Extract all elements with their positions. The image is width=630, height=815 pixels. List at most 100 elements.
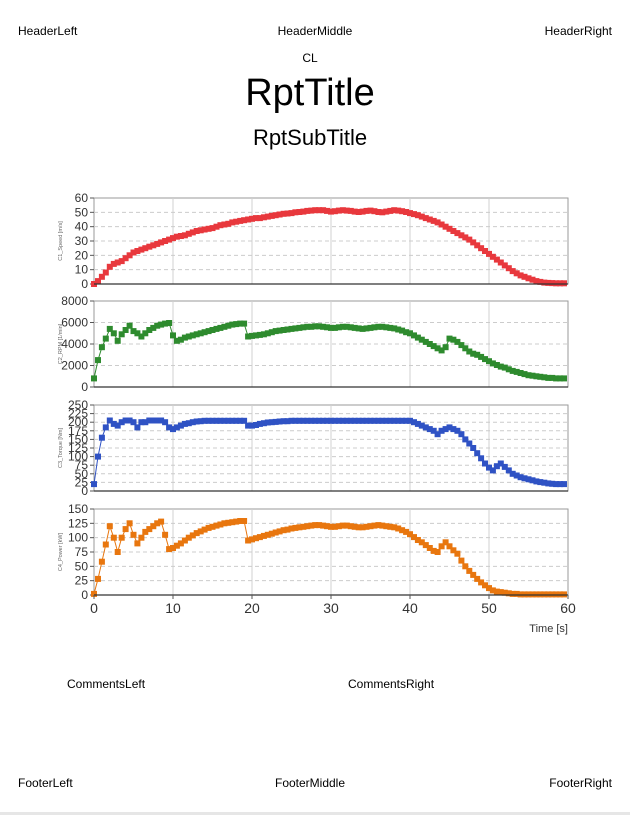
data-point	[142, 330, 149, 337]
data-point	[292, 325, 299, 332]
data-point	[201, 226, 208, 233]
data-point	[213, 223, 220, 230]
data-point	[434, 219, 441, 226]
data-point	[284, 418, 291, 425]
data-point	[308, 417, 315, 424]
data-point	[288, 417, 295, 424]
data-point	[411, 332, 417, 339]
y-tick-label: 75	[75, 458, 89, 472]
data-point	[260, 214, 267, 221]
data-point	[304, 523, 311, 530]
data-point	[213, 325, 220, 332]
data-point	[418, 422, 425, 429]
data-point	[217, 417, 224, 424]
data-point	[217, 521, 224, 528]
data-point	[328, 523, 334, 530]
data-point	[221, 221, 228, 228]
data-point	[442, 426, 449, 433]
data-point	[280, 327, 287, 333]
data-point	[438, 347, 445, 354]
data-point	[197, 528, 204, 535]
data-point	[541, 374, 548, 381]
data-point	[162, 419, 169, 426]
y-tick-label: 150	[68, 432, 88, 446]
data-point	[411, 419, 417, 426]
data-point	[106, 523, 113, 530]
data-point	[383, 324, 390, 331]
data-point	[312, 522, 319, 529]
data-point	[454, 230, 461, 237]
footer-right: FooterRight	[549, 776, 612, 790]
y-tick-label: 0	[81, 588, 88, 602]
data-point	[454, 427, 461, 434]
data-point	[162, 531, 169, 538]
data-point	[493, 463, 500, 470]
data-point	[126, 252, 133, 259]
data-point	[150, 324, 157, 331]
y-tick-label: 100	[68, 531, 88, 545]
data-point	[181, 334, 188, 341]
data-point	[237, 320, 244, 327]
data-point	[324, 207, 330, 214]
data-point	[474, 242, 481, 249]
data-point	[126, 520, 133, 527]
data-point	[391, 325, 398, 332]
data-point	[146, 327, 153, 333]
data-point	[379, 209, 386, 216]
data-point	[201, 526, 208, 533]
data-point	[505, 467, 512, 474]
data-point	[114, 337, 121, 344]
data-point	[339, 207, 346, 214]
data-point	[154, 240, 161, 247]
data-point	[442, 344, 449, 351]
data-point	[533, 478, 540, 485]
y-axis-label: C2_RPM [1/min]	[58, 323, 64, 364]
data-point	[525, 476, 532, 483]
data-point	[98, 344, 105, 351]
data-point	[185, 230, 192, 237]
data-point	[407, 330, 413, 337]
data-point	[395, 525, 402, 532]
data-point	[331, 324, 338, 331]
data-point	[434, 345, 441, 352]
data-point	[229, 219, 236, 226]
x-axis-label: Time [s]	[529, 623, 568, 635]
data-point	[166, 320, 173, 326]
data-point	[260, 420, 267, 427]
data-point	[474, 351, 481, 358]
data-point	[308, 323, 315, 330]
data-point	[442, 223, 449, 230]
data-point	[375, 417, 382, 424]
data-point	[249, 422, 255, 429]
data-point	[486, 585, 492, 592]
data-point	[154, 520, 161, 527]
data-point	[280, 418, 287, 425]
data-point	[430, 427, 437, 434]
data-point	[418, 539, 425, 546]
data-point	[296, 524, 303, 531]
data-point	[197, 227, 204, 234]
data-point	[493, 362, 500, 368]
data-point	[426, 426, 433, 433]
x-tick-label: 50	[481, 600, 497, 616]
data-point	[541, 279, 548, 286]
data-point	[426, 341, 433, 347]
data-point	[450, 547, 457, 554]
data-point	[260, 331, 267, 338]
data-point	[339, 417, 346, 424]
data-point	[229, 417, 236, 424]
data-point	[217, 222, 224, 229]
data-point	[264, 330, 271, 337]
data-point	[387, 207, 394, 214]
data-point	[166, 546, 173, 553]
data-point	[458, 342, 465, 349]
y-axis-label: C1_Speed [m/s]	[58, 221, 64, 261]
data-point	[328, 417, 334, 424]
data-point	[343, 207, 350, 214]
data-point	[233, 417, 240, 424]
data-point	[537, 373, 544, 380]
data-point	[284, 326, 291, 333]
data-point	[529, 276, 536, 283]
data-point	[245, 537, 252, 544]
data-point	[486, 250, 492, 257]
